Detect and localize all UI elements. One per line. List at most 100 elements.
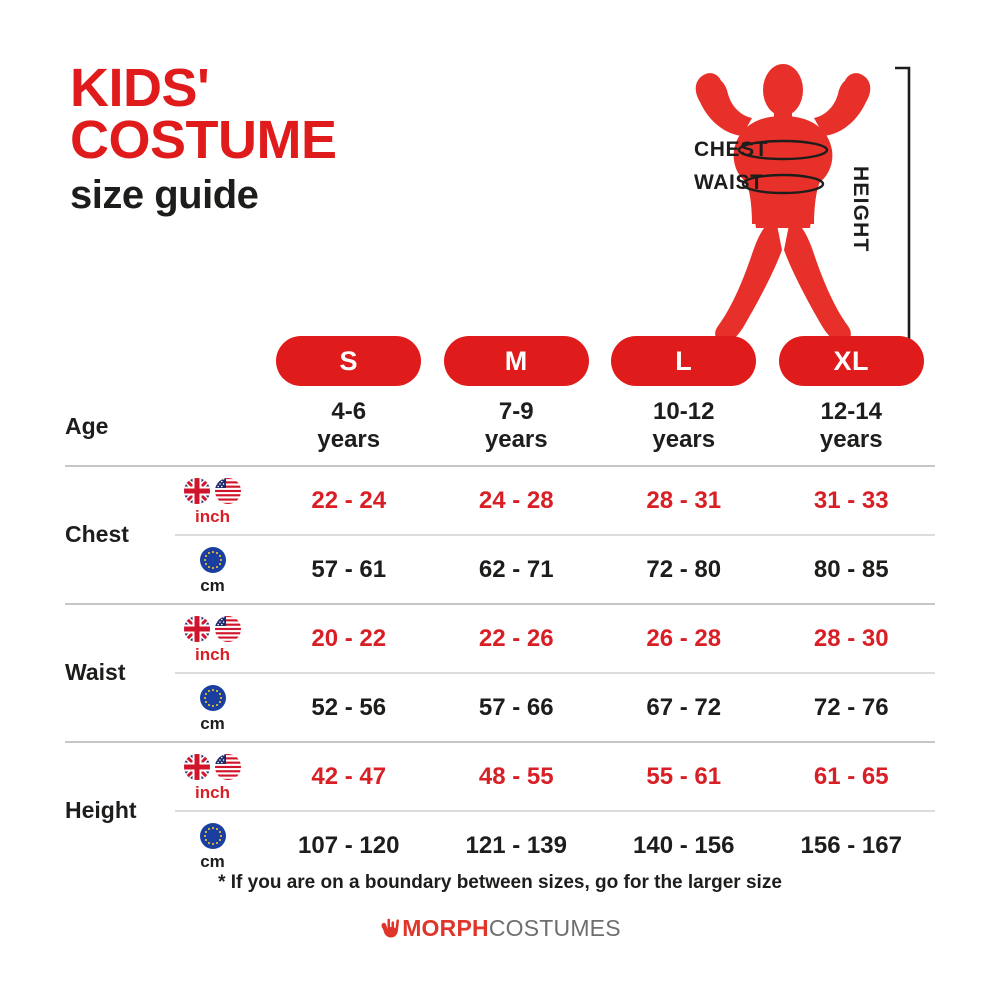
inch-flags [183,615,242,643]
body-measurement-diagram: CHEST WAIST HEIGHT [676,58,944,348]
figure-silhouette-icon [695,64,911,344]
waist-inch-cell: 20 - 22 [265,605,433,672]
waist-inch-cell: 28 - 30 [768,605,936,672]
waist-inner-divider-wrap [65,672,935,674]
us-flag-icon [215,753,241,780]
rock-hand-icon [381,918,400,937]
size-badge-xl[interactable]: XL [778,336,924,386]
eu-flag-icon [199,546,226,573]
waist-cm-cell: 67 - 72 [600,674,768,741]
height-inch-cell: 55 - 61 [600,743,768,810]
height-inch-cell: 48 - 55 [433,743,601,810]
waist-inch-s: 20 - 22 [311,624,387,652]
unit-cm-height: cm [160,812,265,879]
height-inch-cell: 42 - 47 [265,743,433,810]
chest-inch-cell: 31 - 33 [768,467,936,534]
chest-inch-row: inch 22 - 24 24 - 28 28 - 31 31 - 33 [65,467,935,534]
age-unit-spacer [160,387,265,465]
unit-label-cm: cm [200,851,225,871]
badge-row-label-spacer [65,335,160,387]
unit-label-cm: cm [200,575,225,595]
height-cm-cell: 156 - 167 [768,812,936,879]
chest-inner-divider-wrap [65,534,935,536]
badge-row-unit-spacer [160,335,265,387]
size-badge-l[interactable]: L [611,336,757,386]
age-value-xl: 12-14 [820,397,882,425]
chest-cm-row: cm 57 - 61 62 - 71 72 - 80 80 - 85 [65,536,935,603]
age-value-s: 4-6 [331,397,367,425]
title-line-1: KIDS' [70,58,210,118]
waist-cm-l: 67 - 72 [646,693,722,721]
waist-inch-xl: 28 - 30 [813,624,889,652]
waist-inch-cell: 26 - 28 [600,605,768,672]
chest-cm-l: 72 - 80 [646,555,722,583]
age-years-s: years [317,426,381,453]
chest-measure-label: CHEST [694,138,769,161]
uk-flag-icon [184,753,210,780]
size-badge-m[interactable]: M [443,336,589,386]
unit-cm-waist: cm [160,674,265,741]
height-cm-cell: 121 - 139 [433,812,601,879]
age-cell: 10-12 years [600,387,768,465]
chest-inch-cell: 28 - 31 [600,467,768,534]
height-inch-l: 55 - 61 [646,762,722,790]
height-inch-xl: 61 - 65 [813,762,889,790]
age-years-l: years [652,426,716,453]
unit-label-inch: inch [195,644,230,664]
waist-inch-row: inch 20 - 22 22 - 26 26 - 28 28 - 30 [65,605,935,672]
age-row: Age 4-6 years 7-9 years 10-12 years 12-1… [65,387,935,465]
chest-cm-cell: 57 - 61 [265,536,433,603]
inch-flags [183,477,242,505]
chest-inch-cell: 24 - 28 [433,467,601,534]
age-cell: 4-6 years [265,387,433,465]
unit-label-cm: cm [200,713,225,733]
waist-cm-row: cm 52 - 56 57 - 66 67 - 72 72 - 76 [65,674,935,741]
waist-inch-cell: 22 - 26 [433,605,601,672]
size-badge-cell: XL [768,335,936,387]
uk-flag-icon [184,615,210,642]
height-cm-row: cm 107 - 120 121 - 139 140 - 156 156 - 1… [65,812,935,879]
age-years-xl: years [819,426,883,453]
waist-inner-divider [175,672,935,674]
waist-cm-xl: 72 - 76 [813,693,889,721]
size-badge-row: S M L XL [65,335,935,387]
logo-brand-secondary: COSTUMES [488,915,621,941]
unit-inch-waist: inch [160,605,265,672]
chest-inch-xl: 31 - 33 [813,486,889,514]
height-cm-cell: 140 - 156 [600,812,768,879]
us-flag-icon [215,615,241,642]
waist-cm-s: 52 - 56 [311,693,387,721]
eu-flag-icon [199,684,226,711]
divider-above-waist [65,603,935,605]
divider-above-height [65,741,935,743]
chest-inch-l: 28 - 31 [646,486,722,514]
divider-above-chest [65,465,935,467]
age-years-m: years [484,426,548,453]
height-cm-cell: 107 - 120 [265,812,433,879]
brand-logo[interactable]: MORPH COSTUMES [0,915,1000,942]
chest-inner-divider [175,534,935,536]
height-inner-divider-wrap [65,810,935,812]
height-cm-s: 107 - 120 [298,831,400,859]
waist-inch-m: 22 - 26 [478,624,554,652]
size-badge-s[interactable]: S [276,336,422,386]
waist-cm-m: 57 - 66 [478,693,554,721]
eu-flag-icon [199,822,226,849]
height-inch-row: inch 42 - 47 48 - 55 55 - 61 61 - 65 [65,743,935,810]
waist-cm-cell: 57 - 66 [433,674,601,741]
row-label-chest: Chest [65,520,129,547]
age-value-l: 10-12 [653,397,715,425]
page-title: KIDS' COSTUME size guide [70,58,337,218]
us-flag-icon [215,477,241,504]
logo-brand-primary: MORPH [402,915,489,941]
height-inch-cell: 61 - 65 [768,743,936,810]
height-inch-m: 48 - 55 [478,762,554,790]
age-cell: 7-9 years [433,387,601,465]
row-label-waist: Waist [65,658,126,685]
chest-cm-s: 57 - 61 [311,555,387,583]
chest-inch-s: 22 - 24 [311,486,387,514]
chest-cm-cell: 80 - 85 [768,536,936,603]
height-measure-label: HEIGHT [849,166,872,253]
height-inner-divider [175,810,935,812]
size-table: S M L XL Age 4-6 years [65,335,935,879]
